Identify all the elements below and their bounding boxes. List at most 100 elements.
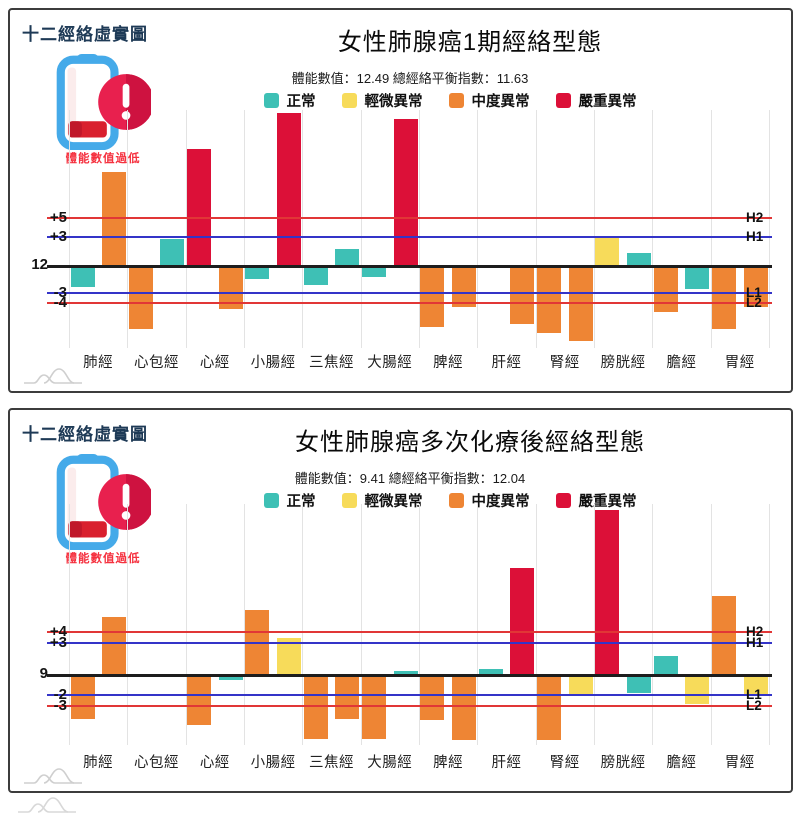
xaxis-label-三焦經: 三焦經 — [308, 755, 354, 771]
legend-swatch-normal — [263, 492, 279, 508]
plot-gridline — [768, 504, 770, 745]
axis-baseline-label: 12 — [31, 256, 48, 273]
panel-title: 十二經絡虛實圖 — [22, 25, 148, 44]
bar-胃經-right — [743, 265, 768, 308]
axis-tick-+4: +4 — [49, 623, 67, 640]
plot-gridline — [535, 504, 537, 745]
bar-膽經-left — [653, 265, 678, 312]
bar-肝經-right — [510, 567, 535, 674]
plot-gridline — [710, 504, 712, 745]
chart-subtitle: 體能數值：9.41 總經絡平衡指數：12.04 — [294, 471, 526, 486]
threshold-label-L2: L2 — [746, 294, 762, 310]
axis-baseline-label: 9 — [39, 665, 48, 682]
wave-watermark-icon — [24, 768, 82, 784]
bar-肺經-left — [70, 265, 95, 287]
battery-warning-text: 體能數值過低 — [65, 153, 141, 165]
legend-label: 輕微異常 — [364, 93, 423, 110]
bar-脾經-left — [420, 674, 445, 721]
xaxis-label-肺經: 肺經 — [83, 355, 114, 371]
xaxis-label-胃經: 胃經 — [724, 355, 755, 371]
panel-title: 十二經絡虛實圖 — [22, 425, 148, 444]
meridian-bar-chart-stage1: 12 +5 H2 +3 H1 -3 L1 -4 L2 肺經 心包經 心經 小腸經 三焦經 大腸經 脾經 肝經 腎經… — [10, 10, 791, 391]
legend-label: 正常 — [286, 493, 316, 510]
xaxis-label-膽經: 膽經 — [666, 755, 697, 771]
xaxis-label-三焦經: 三焦經 — [308, 355, 354, 371]
xaxis-label-心包經: 心包經 — [133, 755, 179, 771]
axis-baseline — [47, 265, 772, 268]
plot-gridline — [477, 504, 479, 745]
xaxis-label-小腸經: 小腸經 — [250, 755, 296, 771]
axis-baseline — [47, 674, 772, 677]
threshold-label-L1: L1 — [746, 687, 762, 702]
bar-膀胱經-left — [595, 510, 620, 674]
xaxis-label-大腸經: 大腸經 — [367, 355, 413, 371]
plot-gridline — [593, 110, 595, 348]
plot-gridline — [360, 110, 362, 348]
legend-item-mild: 輕微異常 — [341, 490, 423, 511]
xaxis-label-心經: 心經 — [199, 355, 230, 371]
threshold-label-H1: H1 — [746, 634, 764, 650]
legend-item-moderate: 中度異常 — [448, 90, 530, 111]
axis-tick-+3: +3 — [49, 227, 67, 245]
legend-swatch-normal — [263, 92, 279, 108]
bar-脾經-left — [420, 265, 445, 328]
chart-title: 女性肺腺癌多次化療後經絡型態 — [295, 429, 645, 456]
legend-swatch-mild — [341, 92, 357, 108]
plot-gridline — [243, 110, 245, 348]
bar-三焦經-right — [335, 249, 360, 265]
xaxis-label-胃經: 胃經 — [724, 755, 755, 771]
xaxis-label-小腸經: 小腸經 — [250, 355, 296, 371]
low-battery-alert-icon — [56, 454, 151, 550]
bar-心經-left — [187, 149, 212, 265]
xaxis-label-腎經: 腎經 — [549, 355, 580, 371]
plot-gridline — [243, 504, 245, 745]
bar-肺經-left — [70, 674, 95, 720]
xaxis-label-心經: 心經 — [199, 755, 230, 771]
xaxis-label-膽經: 膽經 — [666, 355, 697, 371]
chart-legend: 正常 輕微異常 中度異常 嚴重異常 — [120, 90, 780, 110]
legend-item-normal: 正常 — [263, 90, 316, 111]
bar-膽經-left — [653, 656, 678, 674]
axis-tick--3: -3 — [53, 284, 67, 302]
legend-item-moderate: 中度異常 — [448, 490, 530, 511]
legend-swatch-severe — [555, 492, 571, 508]
legend-label: 中度異常 — [471, 93, 530, 110]
legend-item-severe: 嚴重異常 — [555, 90, 637, 111]
legend-label: 中度異常 — [471, 493, 530, 510]
legend-item-severe: 嚴重異常 — [555, 490, 637, 511]
bar-膀胱經-right — [626, 252, 651, 265]
plot-gridline — [652, 110, 654, 348]
bar-肺經-right — [102, 617, 126, 674]
xaxis-label-心包經: 心包經 — [133, 355, 179, 371]
plot-gridline — [185, 504, 187, 745]
chart-legend: 正常 輕微異常 中度異常 嚴重異常 — [120, 490, 780, 510]
plot-gridline — [127, 110, 129, 348]
legend-swatch-severe — [555, 92, 571, 108]
bar-胃經-left — [712, 596, 737, 674]
bar-胃經-right — [743, 674, 768, 695]
plot-gridline — [418, 504, 420, 745]
meridian-bar-chart-post-chemo: 9 +4 H2 +3 H1 -2 L1 -3 L2 肺經 心包經 心經 小腸經 三焦經 大腸經 脾經 肝經 腎經 膀… — [10, 410, 791, 791]
plot-gridline — [302, 110, 304, 348]
axis-tick--4: -4 — [53, 293, 67, 311]
low-battery-alert-icon — [56, 54, 151, 150]
chart-subtitle: 體能數值：12.49 總經絡平衡指數：11.63 — [291, 71, 529, 86]
threshold-label-L2: L2 — [746, 697, 762, 713]
axis-tick--2: -2 — [53, 686, 67, 703]
plot-gridline — [710, 110, 712, 348]
threshold-line-H2 — [47, 217, 772, 219]
threshold-label-H2: H2 — [746, 624, 764, 639]
axis-tick--3: -3 — [53, 696, 67, 714]
axis-tick-+3: +3 — [49, 633, 67, 651]
plot-gridline — [302, 504, 304, 745]
plot-gridline — [593, 504, 595, 745]
bar-小腸經-left — [245, 265, 270, 280]
plot-gridline — [418, 110, 420, 348]
chart-title: 女性肺腺癌1期經絡型態 — [337, 29, 603, 56]
xaxis-label-肺經: 肺經 — [83, 755, 114, 771]
bar-三焦經-right — [335, 674, 360, 720]
bar-脾經-right — [451, 674, 476, 741]
bar-大腸經-left — [362, 674, 387, 740]
xaxis-label-肝經: 肝經 — [491, 755, 522, 771]
bar-心經-right — [218, 674, 243, 681]
